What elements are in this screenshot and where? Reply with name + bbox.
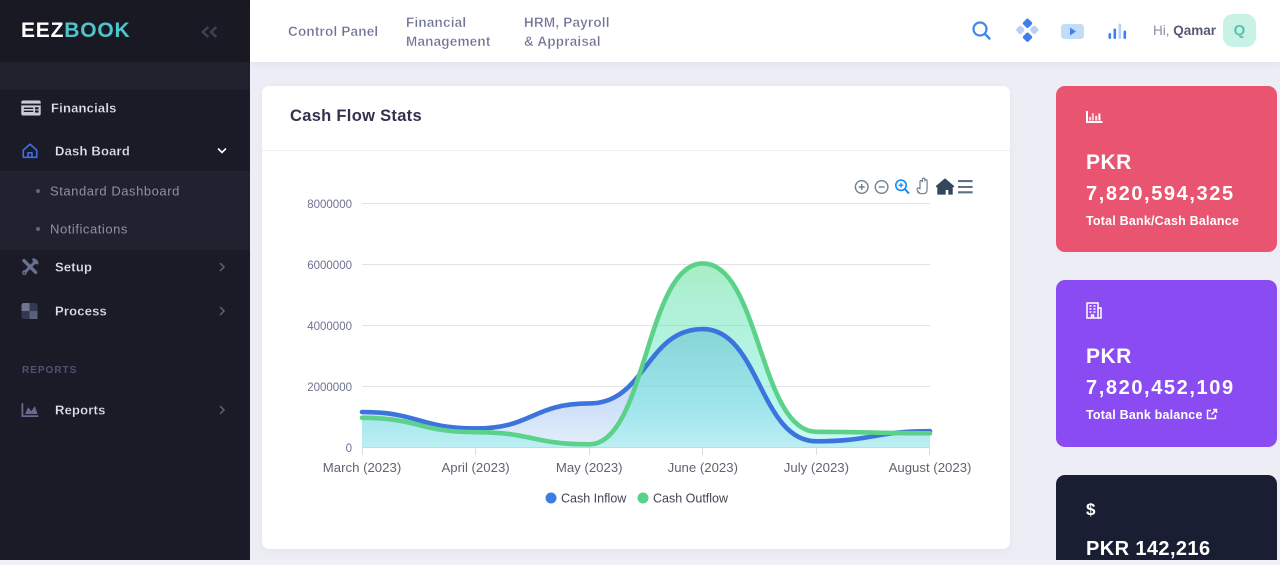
svg-text:July (2023): July (2023): [784, 460, 849, 475]
svg-text:0: 0: [346, 443, 352, 455]
svg-text:April (2023): April (2023): [442, 460, 510, 475]
svg-text:August (2023): August (2023): [889, 460, 972, 475]
svg-text:March (2023): March (2023): [323, 460, 401, 475]
svg-text:4000000: 4000000: [307, 321, 352, 333]
svg-text:May (2023): May (2023): [556, 460, 623, 475]
svg-text:June (2023): June (2023): [668, 460, 738, 475]
svg-text:Cash Inflow: Cash Inflow: [561, 492, 627, 506]
svg-text:Cash Outflow: Cash Outflow: [653, 492, 729, 506]
svg-text:6000000: 6000000: [307, 260, 352, 272]
svg-text:8000000: 8000000: [307, 199, 352, 211]
svg-text:2000000: 2000000: [307, 382, 352, 394]
